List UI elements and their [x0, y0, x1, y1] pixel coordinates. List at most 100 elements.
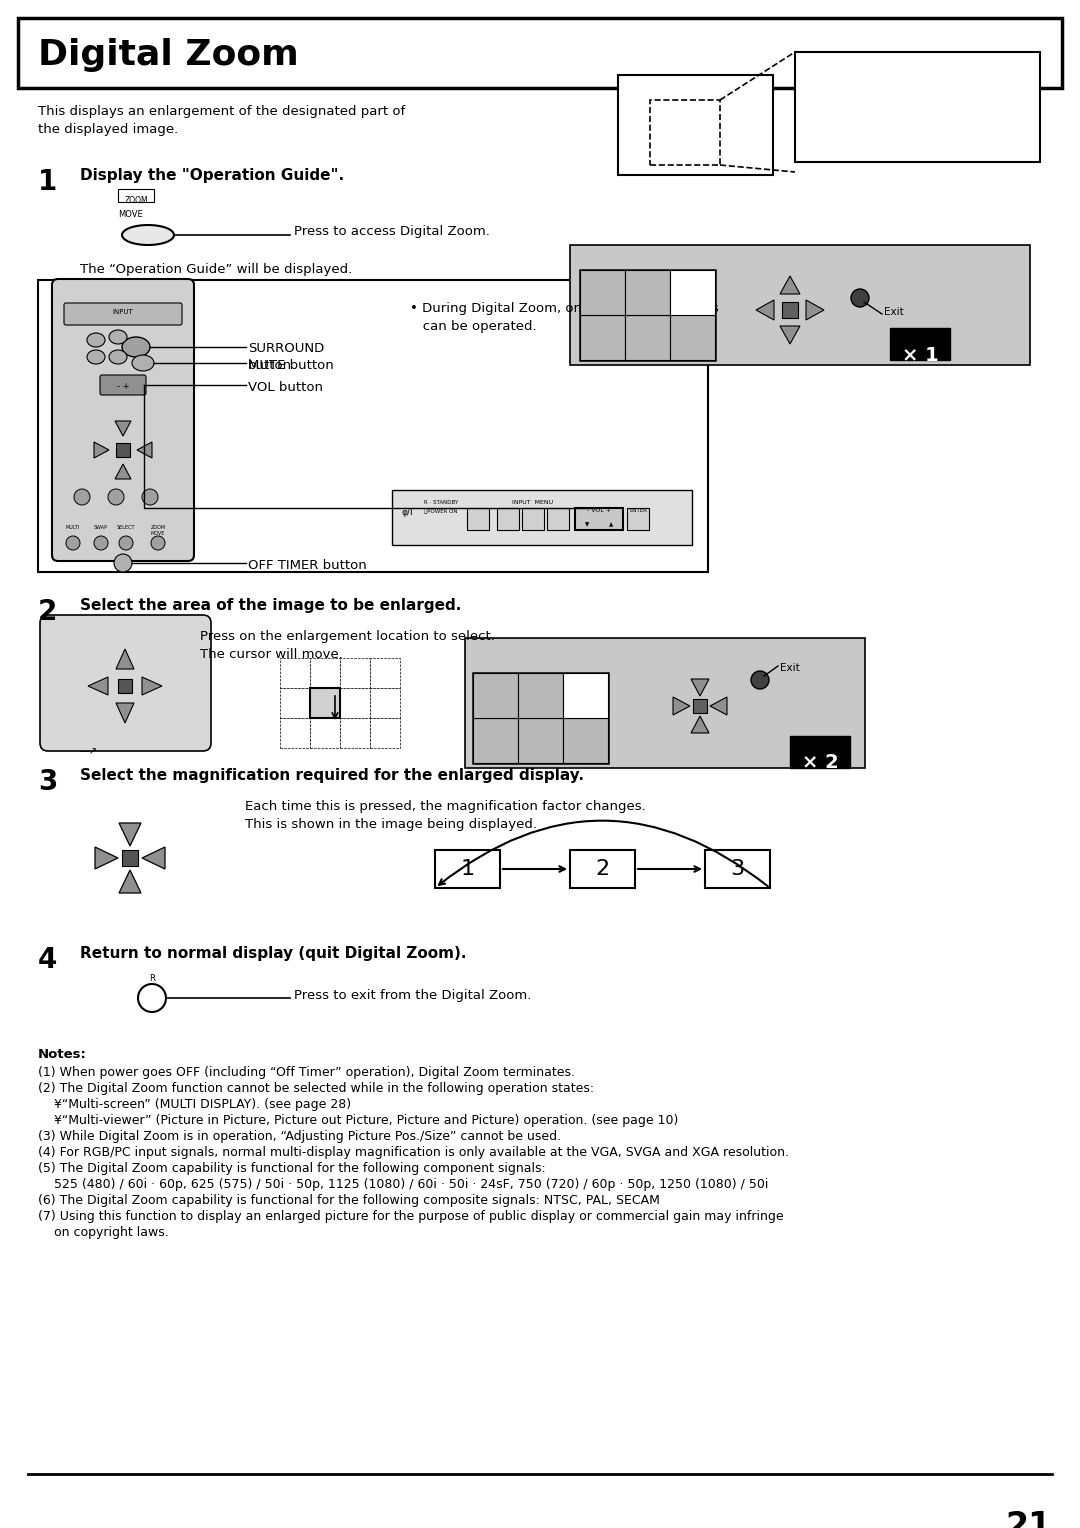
Bar — [310, 659, 340, 688]
Text: 3: 3 — [38, 769, 57, 796]
Bar — [693, 698, 707, 714]
Polygon shape — [114, 465, 131, 478]
Circle shape — [119, 536, 133, 550]
Text: (1) When power goes OFF (including “Off Timer” operation), Digital Zoom terminat: (1) When power goes OFF (including “Off … — [38, 1067, 575, 1079]
Polygon shape — [710, 697, 727, 715]
Ellipse shape — [87, 350, 105, 364]
Text: on copyright laws.: on copyright laws. — [38, 1225, 168, 1239]
Text: - +: - + — [117, 382, 130, 391]
Circle shape — [138, 984, 166, 1012]
Text: R · STANDBY: R · STANDBY — [424, 500, 458, 504]
Text: 4: 4 — [38, 946, 57, 973]
Bar — [795, 52, 1040, 162]
Text: 1: 1 — [38, 168, 57, 196]
Circle shape — [851, 289, 869, 307]
Bar — [310, 718, 340, 749]
Bar — [563, 718, 608, 762]
Ellipse shape — [132, 354, 154, 371]
Bar — [890, 329, 950, 361]
Text: φ/I: φ/I — [402, 507, 414, 516]
Text: (3) While Digital Zoom is in operation, “Adjusting Picture Pos./Size” cannot be : (3) While Digital Zoom is in operation, … — [38, 1131, 562, 1143]
FancyBboxPatch shape — [64, 303, 183, 325]
Bar — [670, 270, 715, 315]
Polygon shape — [95, 847, 118, 869]
Bar — [370, 718, 400, 749]
Polygon shape — [780, 325, 800, 344]
FancyBboxPatch shape — [52, 280, 194, 561]
Bar — [465, 639, 865, 769]
Polygon shape — [141, 677, 162, 695]
Polygon shape — [756, 299, 774, 319]
Bar — [627, 507, 649, 530]
Polygon shape — [137, 442, 152, 458]
Bar — [116, 443, 130, 457]
Polygon shape — [119, 824, 141, 847]
Polygon shape — [116, 649, 134, 669]
Text: The “Operation Guide” will be displayed.: The “Operation Guide” will be displayed. — [80, 263, 352, 277]
Text: • During Digital Zoom, only the following keys
   can be operated.: • During Digital Zoom, only the followin… — [410, 303, 719, 333]
Bar — [497, 507, 519, 530]
Text: Press to exit from the Digital Zoom.: Press to exit from the Digital Zoom. — [294, 990, 531, 1002]
Text: OFF TIMER button: OFF TIMER button — [248, 559, 367, 571]
Bar — [782, 303, 798, 318]
Bar — [546, 507, 569, 530]
Ellipse shape — [122, 338, 150, 358]
Bar — [392, 490, 692, 545]
Text: 2: 2 — [595, 859, 609, 879]
Text: (6) The Digital Zoom capability is functional for the following composite signal: (6) The Digital Zoom capability is funct… — [38, 1193, 660, 1207]
Text: ¥“Multi-screen” (MULTI DISPLAY). (see page 28): ¥“Multi-screen” (MULTI DISPLAY). (see pa… — [38, 1099, 351, 1111]
Text: ENTER: ENTER — [629, 507, 647, 513]
Circle shape — [151, 536, 165, 550]
Text: —↗: —↗ — [80, 746, 98, 756]
Text: ▼: ▼ — [585, 523, 589, 527]
Bar — [467, 507, 489, 530]
Text: (7) Using this function to display an enlarged picture for the purpose of public: (7) Using this function to display an en… — [38, 1210, 784, 1222]
Circle shape — [66, 536, 80, 550]
Text: 525 (480) / 60i · 60p, 625 (575) / 50i · 50p, 1125 (1080) / 60i · 50i · 24sF, 75: 525 (480) / 60i · 60p, 625 (575) / 50i ·… — [38, 1178, 768, 1190]
Bar — [473, 672, 608, 762]
Text: 21: 21 — [1005, 1510, 1052, 1528]
Text: Exit: Exit — [780, 663, 800, 672]
Bar — [563, 672, 608, 718]
Text: (2) The Digital Zoom function cannot be selected while in the following operatio: (2) The Digital Zoom function cannot be … — [38, 1082, 594, 1096]
Text: Notes:: Notes: — [38, 1048, 86, 1060]
Polygon shape — [691, 678, 708, 695]
Text: SELECT: SELECT — [117, 526, 135, 530]
Bar — [310, 688, 340, 718]
Bar — [310, 688, 340, 718]
Polygon shape — [691, 717, 708, 733]
Text: ⒸPOWER ON: ⒸPOWER ON — [424, 507, 458, 513]
Text: Select the magnification required for the enlarged display.: Select the magnification required for th… — [80, 769, 584, 782]
Ellipse shape — [122, 225, 174, 244]
Bar — [575, 507, 623, 530]
Bar — [570, 850, 635, 888]
Bar — [118, 189, 154, 202]
Text: ZOOM
MOVE: ZOOM MOVE — [150, 526, 165, 536]
Bar — [618, 75, 773, 176]
Text: × 1: × 1 — [902, 345, 939, 365]
Text: VOL button: VOL button — [248, 380, 323, 394]
Ellipse shape — [87, 333, 105, 347]
Bar — [435, 850, 500, 888]
Text: ▲: ▲ — [609, 523, 613, 527]
Circle shape — [108, 489, 124, 504]
Text: Digital Zoom: Digital Zoom — [38, 38, 299, 72]
Bar — [518, 718, 563, 762]
Bar — [118, 678, 132, 694]
Bar — [625, 315, 670, 361]
Bar — [705, 850, 770, 888]
Text: INPUT  MENU: INPUT MENU — [512, 500, 553, 504]
Bar — [670, 315, 715, 361]
Text: Select the area of the image to be enlarged.: Select the area of the image to be enlar… — [80, 597, 461, 613]
Polygon shape — [141, 847, 165, 869]
Bar — [473, 672, 518, 718]
Ellipse shape — [109, 330, 127, 344]
Polygon shape — [87, 677, 108, 695]
Bar — [625, 270, 670, 315]
Text: SURROUND
button: SURROUND button — [248, 342, 324, 371]
Bar — [340, 718, 370, 749]
Text: 1: 1 — [460, 859, 474, 879]
Polygon shape — [780, 277, 800, 293]
Text: This displays an enlargement of the designated part of
the displayed image.: This displays an enlargement of the desi… — [38, 105, 405, 136]
Circle shape — [114, 555, 132, 571]
